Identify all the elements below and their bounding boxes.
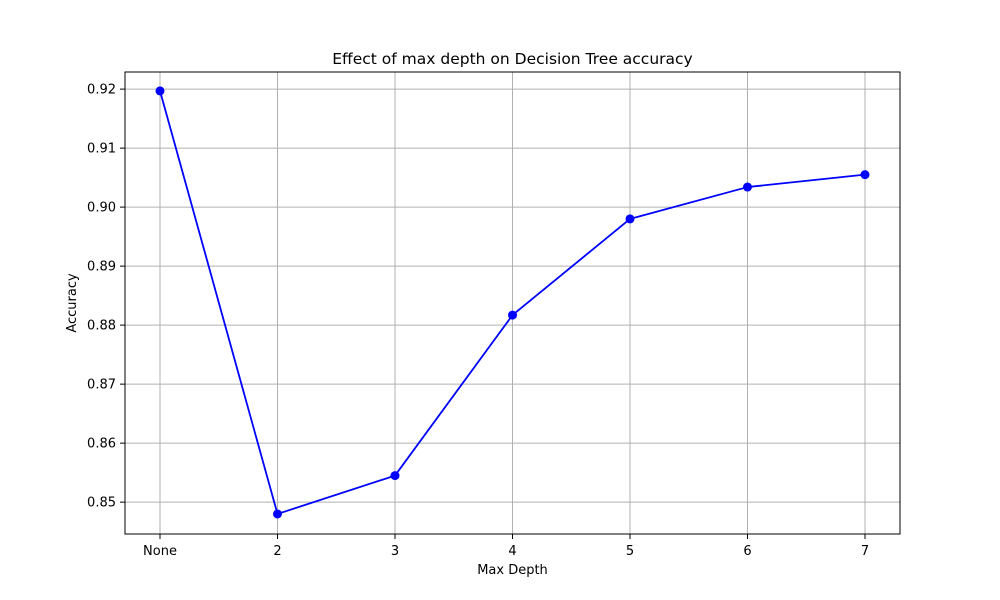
data-point-marker [860,170,870,180]
x-tick-label: 4 [508,544,516,559]
y-tick-label: 0.90 [87,201,116,216]
data-point-marker [390,471,400,481]
y-axis-label: Accuracy [65,273,80,333]
chart-title: Effect of max depth on Decision Tree acc… [332,50,692,68]
x-axis-label: Max Depth [477,563,548,578]
y-tick-label: 0.87 [87,378,116,393]
data-point-marker [273,509,282,519]
series-layer [155,86,870,519]
data-point-marker [625,214,635,224]
x-tick-label: 3 [391,544,399,559]
data-point-marker [508,310,517,320]
x-tick-label: 2 [273,544,281,559]
y-tick-label: 0.85 [87,496,116,511]
y-tick-label: 0.91 [87,142,116,157]
data-point-marker [743,182,752,192]
y-tick-label: 0.92 [87,83,116,98]
axis-ticks: None 2 3 4 5 6 7 0.85 0.86 0.87 0.88 0.89 0.90 0.91 0.… [87,83,869,559]
data-point-marker [155,86,165,96]
y-tick-label: 0.88 [87,319,116,334]
x-tick-label: 7 [861,544,869,559]
x-tick-label: 5 [626,544,634,559]
x-tick-label: 6 [743,544,751,559]
y-tick-label: 0.89 [87,260,116,275]
x-tick-label: None [143,544,177,559]
y-tick-label: 0.86 [87,437,116,452]
grid-lines [125,72,900,534]
